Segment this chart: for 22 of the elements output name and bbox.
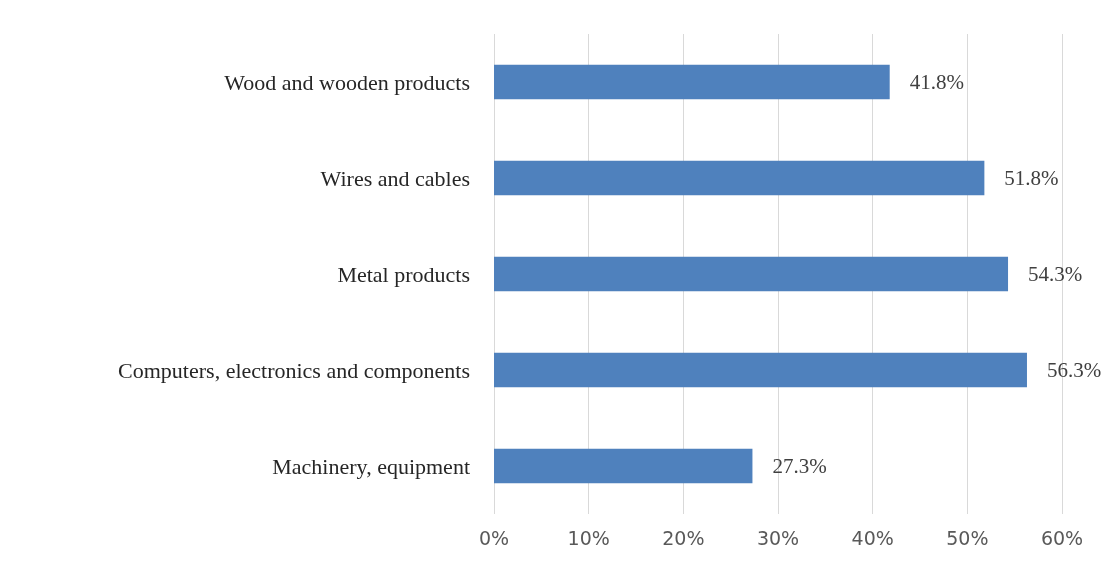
bar <box>494 160 985 196</box>
y-tick-label: Metal products <box>337 261 470 287</box>
x-tick-label: 30% <box>756 526 800 549</box>
y-tick-label: Machinery, equipment <box>272 453 470 479</box>
bar <box>494 256 1009 292</box>
bar <box>494 64 890 100</box>
x-tick-label: 40% <box>851 526 894 549</box>
data-label: 27.3% <box>772 454 827 478</box>
data-label: 41.8% <box>909 70 964 94</box>
data-label: 54.3% <box>1028 262 1083 286</box>
x-tick-label: 0% <box>478 526 510 549</box>
data-label: 56.3% <box>1046 358 1102 382</box>
x-tick-label: 50% <box>946 526 989 549</box>
x-tick-label: 10% <box>567 526 610 549</box>
y-tick-label: Wires and cables <box>320 165 470 191</box>
y-tick-label: Wood and wooden products <box>224 69 470 95</box>
bar <box>494 448 753 484</box>
y-tick-label: Computers, electronics and components <box>118 357 470 383</box>
data-label: 51.8% <box>1004 166 1059 190</box>
bar <box>494 352 1027 388</box>
x-tick-label: 20% <box>662 526 705 549</box>
x-tick-label: 60% <box>1040 526 1084 549</box>
